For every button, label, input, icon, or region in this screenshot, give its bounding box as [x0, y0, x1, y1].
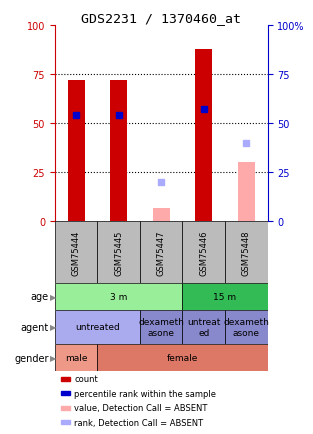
Bar	[238, 163, 255, 222]
Bar	[55, 283, 182, 310]
Text: 15 m: 15 m	[213, 292, 237, 301]
Bar	[68, 81, 85, 222]
Bar	[55, 310, 140, 344]
Bar	[97, 344, 268, 372]
Text: untreated: untreated	[75, 323, 120, 332]
Text: GSM75447: GSM75447	[157, 230, 166, 275]
Bar	[182, 222, 225, 283]
Text: 3 m: 3 m	[110, 292, 127, 301]
Text: ▶: ▶	[50, 323, 56, 332]
Bar	[140, 310, 182, 344]
Text: agent: agent	[20, 322, 49, 332]
Bar	[61, 377, 70, 381]
Text: count: count	[74, 375, 98, 383]
Bar	[182, 283, 268, 310]
Bar	[55, 222, 97, 283]
Bar	[55, 344, 97, 372]
Text: GSM75446: GSM75446	[199, 230, 208, 275]
Bar	[195, 49, 212, 222]
Text: ▶: ▶	[50, 353, 56, 362]
Text: dexameth
asone: dexameth asone	[138, 318, 184, 337]
Text: gender: gender	[14, 353, 49, 363]
Bar	[61, 420, 70, 424]
Text: rank, Detection Call = ABSENT: rank, Detection Call = ABSENT	[74, 418, 203, 427]
Title: GDS2231 / 1370460_at: GDS2231 / 1370460_at	[81, 12, 241, 25]
Text: male: male	[65, 353, 87, 362]
Text: dexameth
asone: dexameth asone	[223, 318, 269, 337]
Text: untreat
ed: untreat ed	[187, 318, 220, 337]
Text: percentile rank within the sample: percentile rank within the sample	[74, 389, 216, 398]
Bar	[225, 222, 268, 283]
Bar	[110, 81, 127, 222]
Text: GSM75445: GSM75445	[114, 230, 123, 275]
Bar	[97, 222, 140, 283]
Text: value, Detection Call = ABSENT: value, Detection Call = ABSENT	[74, 403, 208, 412]
Text: GSM75448: GSM75448	[242, 230, 251, 275]
Bar	[61, 391, 70, 395]
Text: age: age	[30, 292, 49, 302]
Bar	[153, 208, 170, 222]
Bar	[225, 310, 268, 344]
Bar	[140, 222, 182, 283]
Bar	[61, 406, 70, 410]
Bar	[182, 310, 225, 344]
Text: GSM75444: GSM75444	[72, 230, 80, 275]
Text: female: female	[167, 353, 198, 362]
Text: ▶: ▶	[50, 292, 56, 301]
